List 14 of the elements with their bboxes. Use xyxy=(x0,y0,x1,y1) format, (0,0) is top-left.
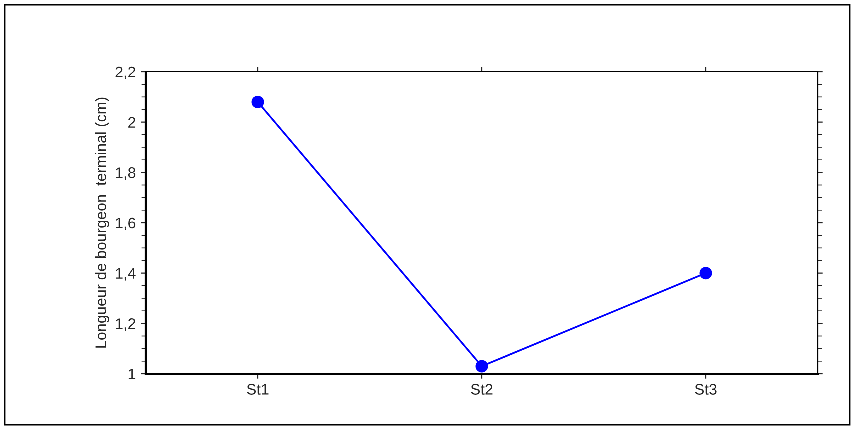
y-axis-title: Longueur de bourgeon terminal (cm) xyxy=(95,98,110,348)
y-tick-label: 1 xyxy=(128,369,136,380)
point xyxy=(476,360,488,373)
y-tick-label: 1,2 xyxy=(116,318,136,332)
y-tick-label: 2 xyxy=(128,117,136,128)
y-tick-label: 1,6 xyxy=(116,218,136,230)
point xyxy=(700,267,712,280)
x-tick-label: St1 xyxy=(247,384,269,395)
y-tick-label: 1,8 xyxy=(116,168,136,180)
x-tick-label: St3 xyxy=(695,384,717,395)
y-tick-label: 1,4 xyxy=(116,268,136,281)
y-tick-label: 2,2 xyxy=(116,66,136,80)
point xyxy=(252,96,264,108)
x-tick-label: St2 xyxy=(471,384,493,395)
